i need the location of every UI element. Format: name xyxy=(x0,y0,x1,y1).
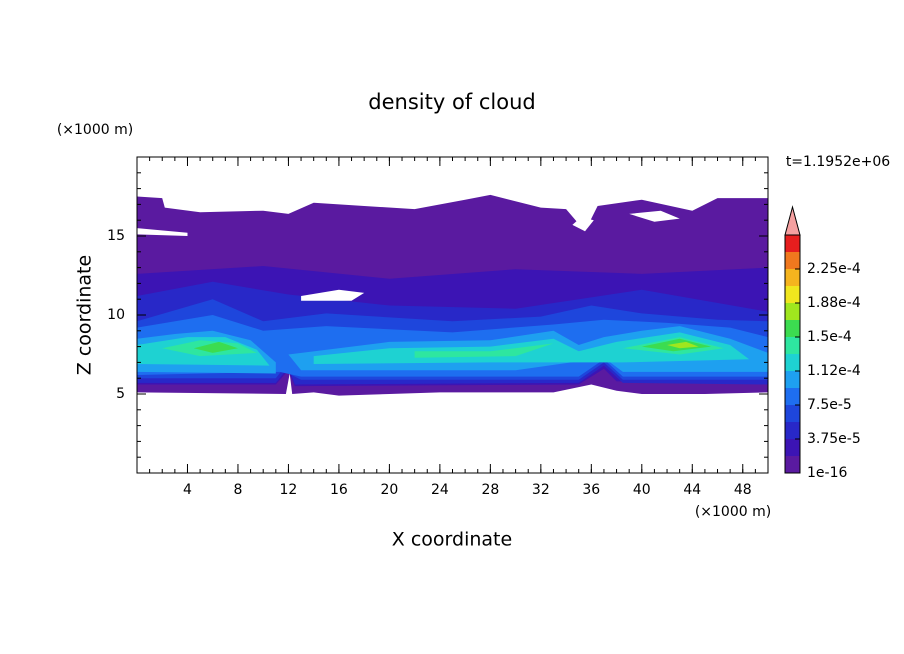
colorbar-tick-label: 2.25e-4 xyxy=(807,261,861,277)
x-axis-label: X coordinate xyxy=(392,529,512,551)
colorbar-band xyxy=(785,303,800,320)
y-axis-label: Z coordinate xyxy=(74,255,96,375)
colorbar-band xyxy=(785,337,800,354)
y-tick-label: 10 xyxy=(107,307,125,323)
x-tick-label: 28 xyxy=(481,482,499,498)
colorbar-tick-label: 1.12e-4 xyxy=(807,363,861,379)
x-tick-label: 24 xyxy=(431,482,449,498)
contour-region xyxy=(414,343,554,358)
chart-title: density of cloud xyxy=(368,90,535,114)
x-tick-label: 32 xyxy=(532,482,550,498)
colorbar-band xyxy=(785,252,800,269)
x-tick-label: 20 xyxy=(380,482,398,498)
colorbar-band xyxy=(785,422,800,439)
colorbar-frame xyxy=(784,234,801,474)
x-tick-label: 12 xyxy=(280,482,298,498)
x-unit: (×1000 m) xyxy=(695,504,771,520)
x-tick-label: 4 xyxy=(183,482,192,498)
x-tick-label: 44 xyxy=(683,482,701,498)
x-tick-label: 16 xyxy=(330,482,348,498)
contour-gap xyxy=(301,289,365,301)
y-tick-label: 15 xyxy=(107,228,125,244)
contour-gap xyxy=(137,228,188,236)
colorbar-band xyxy=(785,320,800,337)
colorbar-band xyxy=(785,354,800,371)
y-tick-label: 5 xyxy=(116,386,125,402)
colorbar-tick-label: 3.75e-5 xyxy=(807,431,861,447)
x-tick-label: 36 xyxy=(582,482,600,498)
colorbar-band xyxy=(785,371,800,388)
colorbar-extend xyxy=(784,205,801,236)
colorbar-tick-label: 7.5e-5 xyxy=(807,397,852,413)
x-tick-label: 48 xyxy=(734,482,752,498)
y-unit: (×1000 m) xyxy=(57,122,133,138)
colorbar-band xyxy=(785,405,800,422)
colorbar-band xyxy=(785,235,800,252)
colorbar-band xyxy=(785,388,800,405)
contour-gap xyxy=(572,217,594,232)
colorbar-band xyxy=(785,456,800,473)
contour-gap xyxy=(629,210,680,222)
time-label: t=1.1952e+06 xyxy=(786,154,890,170)
contour-region xyxy=(667,341,699,349)
colorbar-band xyxy=(785,269,800,286)
colorbar-tick-label: 1.5e-4 xyxy=(807,329,852,345)
colorbar-tick-label: 1.88e-4 xyxy=(807,295,861,311)
contour-region xyxy=(193,341,238,353)
x-tick-label: 8 xyxy=(233,482,242,498)
contour-field xyxy=(137,194,768,396)
colorbar-band xyxy=(785,286,800,303)
colorbar-band xyxy=(785,439,800,456)
colorbar-tick-label: 1e-16 xyxy=(807,465,847,481)
x-tick-label: 40 xyxy=(633,482,651,498)
